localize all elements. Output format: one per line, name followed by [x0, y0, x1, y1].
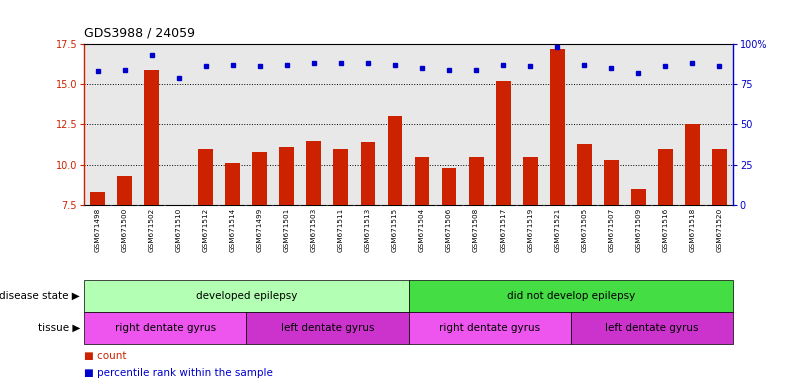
Bar	[333, 149, 348, 326]
Text: left dentate gyrus: left dentate gyrus	[605, 323, 698, 333]
Text: GSM671511: GSM671511	[338, 207, 344, 252]
Bar	[307, 141, 321, 326]
Text: disease state ▶: disease state ▶	[0, 291, 80, 301]
Text: right dentate gyrus: right dentate gyrus	[439, 323, 540, 333]
Text: left dentate gyrus: left dentate gyrus	[280, 323, 374, 333]
Text: GSM671503: GSM671503	[311, 207, 317, 252]
Bar	[685, 124, 700, 326]
Text: GSM671516: GSM671516	[662, 207, 668, 252]
Bar	[225, 163, 240, 326]
Bar	[117, 176, 132, 326]
Bar	[252, 152, 268, 326]
Text: developed epilepsy: developed epilepsy	[195, 291, 297, 301]
Text: GSM671510: GSM671510	[175, 207, 182, 252]
Text: GSM671505: GSM671505	[582, 207, 587, 252]
Text: right dentate gyrus: right dentate gyrus	[115, 323, 215, 333]
Text: GSM671507: GSM671507	[608, 207, 614, 252]
Text: GSM671508: GSM671508	[473, 207, 479, 252]
Bar	[441, 168, 457, 326]
Bar	[84, 280, 409, 312]
Bar	[631, 189, 646, 326]
Text: ■ percentile rank within the sample: ■ percentile rank within the sample	[84, 368, 273, 378]
Text: GSM671498: GSM671498	[95, 207, 101, 252]
Bar	[409, 280, 733, 312]
Text: GSM671501: GSM671501	[284, 207, 290, 252]
Text: GSM671520: GSM671520	[716, 207, 723, 252]
Text: GSM671504: GSM671504	[419, 207, 425, 252]
Bar	[604, 160, 618, 326]
Text: GSM671517: GSM671517	[500, 207, 506, 252]
Bar	[571, 312, 733, 344]
Bar	[360, 142, 376, 326]
Bar	[577, 144, 592, 326]
Bar	[415, 157, 429, 326]
Bar	[171, 205, 186, 326]
Text: GSM671499: GSM671499	[257, 207, 263, 252]
Text: GSM671515: GSM671515	[392, 207, 398, 252]
Bar	[409, 312, 570, 344]
Bar	[549, 49, 565, 326]
Text: GSM671506: GSM671506	[446, 207, 452, 252]
Bar	[712, 149, 727, 326]
Bar	[144, 70, 159, 326]
Text: GSM671513: GSM671513	[365, 207, 371, 252]
Bar	[496, 81, 510, 326]
Bar	[199, 149, 213, 326]
Bar	[388, 116, 402, 326]
Text: GSM671521: GSM671521	[554, 207, 560, 252]
Text: GSM671509: GSM671509	[635, 207, 642, 252]
Text: GSM671518: GSM671518	[690, 207, 695, 252]
Text: GSM671519: GSM671519	[527, 207, 533, 252]
Bar	[469, 157, 484, 326]
Bar	[658, 149, 673, 326]
Text: GDS3988 / 24059: GDS3988 / 24059	[84, 27, 195, 40]
Bar	[523, 157, 537, 326]
Text: did not develop epilepsy: did not develop epilepsy	[506, 291, 635, 301]
Text: tissue ▶: tissue ▶	[38, 323, 80, 333]
Text: GSM671502: GSM671502	[149, 207, 155, 252]
Bar	[280, 147, 294, 326]
Text: GSM671514: GSM671514	[230, 207, 235, 252]
Bar	[91, 192, 105, 326]
Text: GSM671500: GSM671500	[122, 207, 127, 252]
Text: ■ count: ■ count	[84, 351, 127, 361]
Text: GSM671512: GSM671512	[203, 207, 209, 252]
Bar	[84, 312, 247, 344]
Bar	[247, 312, 409, 344]
